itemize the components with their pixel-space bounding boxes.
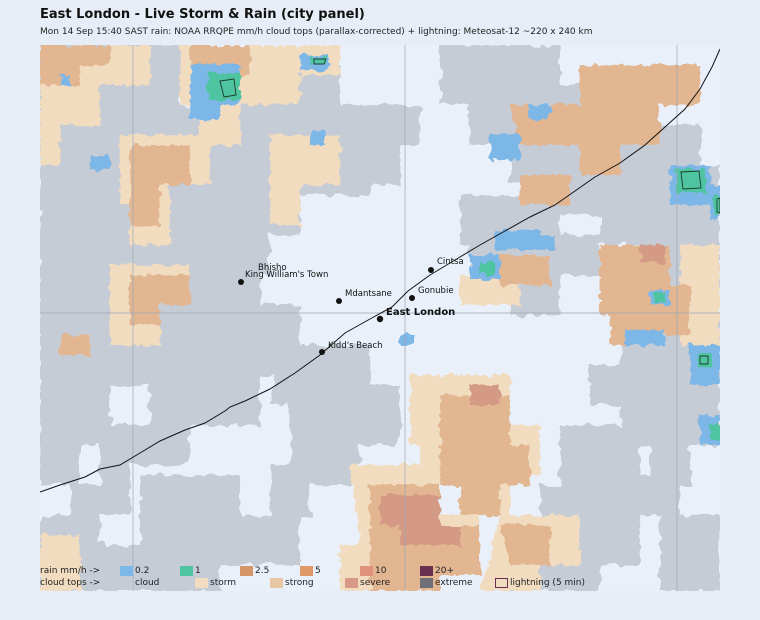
coastline xyxy=(40,48,720,493)
svg-text:Gonubie: Gonubie xyxy=(418,286,454,296)
rain-contours xyxy=(219,58,720,365)
place-bhisho[interactable]: Bhisho xyxy=(238,263,287,285)
place-cintsa[interactable]: Cintsa xyxy=(428,257,464,273)
rain-moderate-layer xyxy=(208,57,720,439)
strong-layer xyxy=(40,45,700,591)
map-title: East London - Live Storm & Rain (city pa… xyxy=(40,7,365,22)
place-mdantsane[interactable]: Mdantsane xyxy=(336,289,392,304)
place-east-london[interactable]: East London xyxy=(376,307,456,323)
place-king-williams-town[interactable]: King William's Town xyxy=(245,270,328,280)
svg-text:Kidd's Beach: Kidd's Beach xyxy=(328,341,383,351)
graticule xyxy=(40,45,720,591)
svg-text:East London: East London xyxy=(386,307,455,318)
map-canvas: Bhisho King William's Town Mdantsane Cin… xyxy=(40,45,720,591)
svg-text:Bhisho: Bhisho xyxy=(258,263,287,273)
severe-layer xyxy=(380,245,665,545)
place-kidds-beach[interactable]: Kidd's Beach xyxy=(319,341,383,355)
place-gonubie[interactable]: Gonubie xyxy=(409,286,454,301)
city-markers: Bhisho King William's Town Mdantsane Cin… xyxy=(238,257,464,355)
svg-text:Cintsa: Cintsa xyxy=(437,257,464,267)
svg-text:King William's Town: King William's Town xyxy=(245,270,328,280)
weather-map[interactable]: Bhisho King William's Town Mdantsane Cin… xyxy=(40,45,720,591)
svg-text:Mdantsane: Mdantsane xyxy=(345,289,392,299)
map-subtitle: Mon 14 Sep 15:40 SAST rain: NOAA RRQPE m… xyxy=(40,27,593,37)
